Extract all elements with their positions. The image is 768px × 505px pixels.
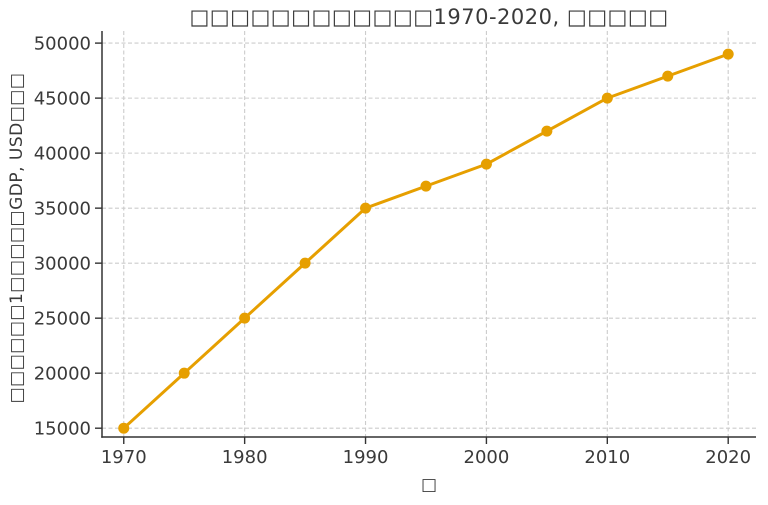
data-point <box>601 92 613 104</box>
data-point <box>420 180 432 192</box>
x-tick-label: 1980 <box>222 447 268 468</box>
y-tick-label: 50000 <box>34 34 91 55</box>
y-tick-label: 30000 <box>34 254 91 275</box>
x-tick-label: 2000 <box>464 447 510 468</box>
data-point <box>480 158 492 170</box>
y-tick-label: 45000 <box>34 89 91 110</box>
data-point <box>722 48 734 60</box>
data-point <box>360 202 372 214</box>
y-tick-label: 35000 <box>34 199 91 220</box>
chart-title: □□□□□□□□□□□□1970-2020, □□□□□ <box>189 5 669 29</box>
data-point <box>299 257 311 269</box>
data-point <box>541 125 553 137</box>
data-point <box>118 422 130 434</box>
y-axis-label: □□□□□□1□□□□□GDP, USD□□□ <box>7 72 27 404</box>
x-axis-label: □ <box>420 475 438 495</box>
data-point <box>178 367 190 379</box>
x-tick-label: 2020 <box>705 447 751 468</box>
data-point <box>662 70 674 82</box>
x-tick-label: 2010 <box>584 447 630 468</box>
y-tick-label: 15000 <box>34 419 91 440</box>
y-tick-label: 20000 <box>34 364 91 385</box>
y-tick-label: 25000 <box>34 309 91 330</box>
x-tick-label: 1970 <box>101 447 147 468</box>
data-line <box>122 52 730 430</box>
y-tick-label: 40000 <box>34 144 91 165</box>
x-tick-label: 1990 <box>343 447 389 468</box>
data-point <box>239 312 251 324</box>
